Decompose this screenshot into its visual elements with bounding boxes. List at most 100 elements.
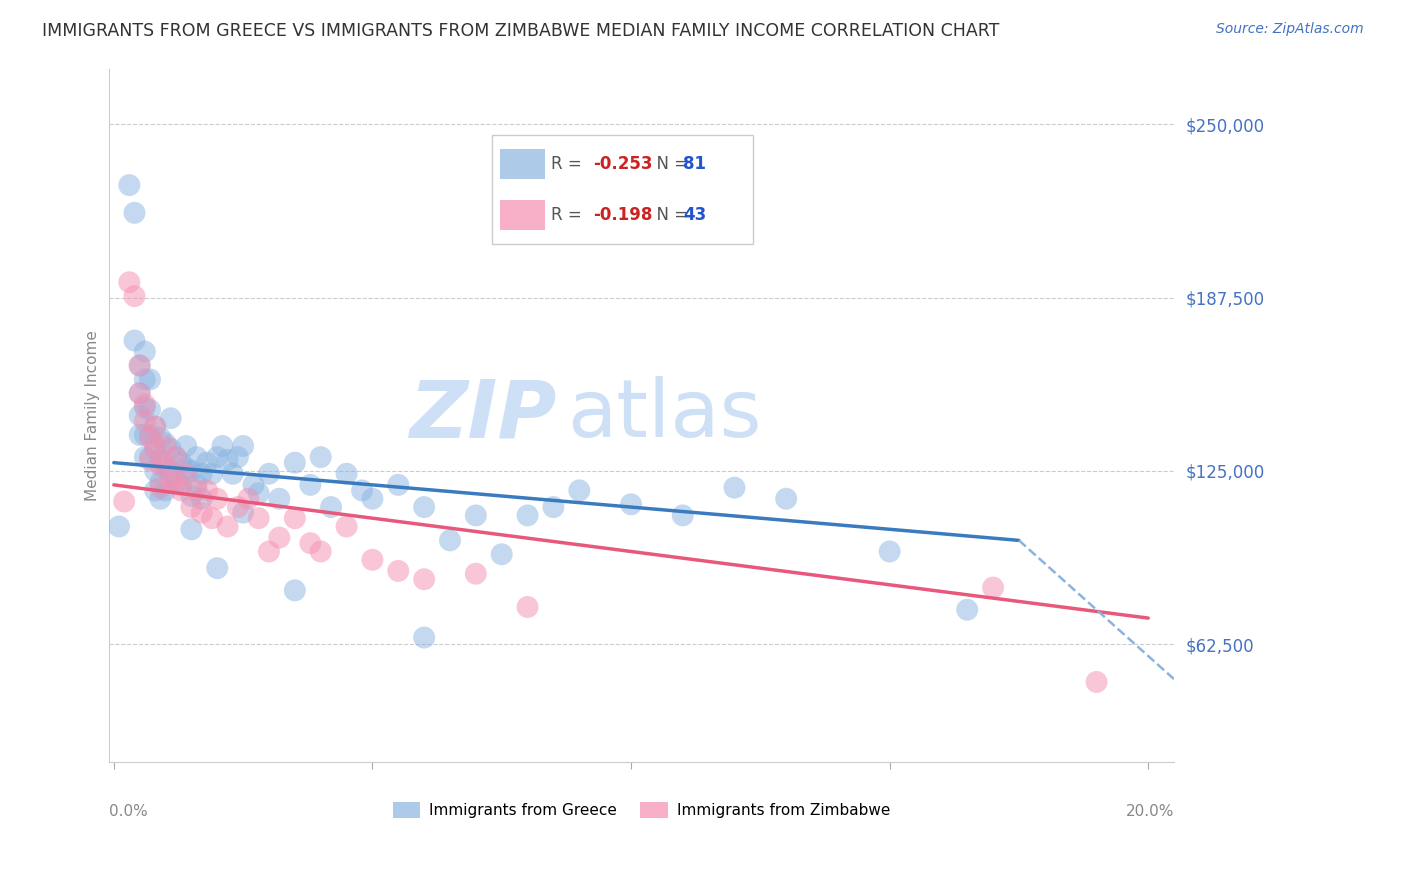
Point	[149, 431, 172, 445]
Point	[118, 178, 141, 193]
Point	[981, 581, 1004, 595]
Text: -0.253: -0.253	[593, 155, 652, 173]
Point	[299, 478, 322, 492]
Point	[180, 522, 202, 536]
Point	[143, 419, 166, 434]
Text: R =: R =	[551, 155, 586, 173]
Point	[247, 511, 270, 525]
Legend: Immigrants from Greece, Immigrants from Zimbabwe: Immigrants from Greece, Immigrants from …	[387, 796, 896, 824]
Point	[257, 467, 280, 481]
Point	[180, 500, 202, 514]
Point	[165, 450, 187, 464]
Point	[143, 439, 166, 453]
Point	[128, 386, 150, 401]
Point	[672, 508, 695, 523]
Point	[128, 428, 150, 442]
Point	[149, 453, 172, 467]
Point	[134, 428, 156, 442]
Point	[149, 491, 172, 506]
Point	[201, 467, 224, 481]
Point	[413, 631, 436, 645]
Point	[186, 483, 208, 498]
Point	[170, 483, 193, 498]
Point	[155, 458, 177, 473]
Point	[309, 450, 332, 464]
Point	[464, 566, 486, 581]
Point	[284, 456, 307, 470]
Point	[165, 450, 187, 464]
Point	[128, 359, 150, 373]
Point	[143, 442, 166, 456]
Point	[139, 431, 162, 445]
Point	[159, 411, 181, 425]
Point	[139, 428, 162, 442]
Point	[159, 464, 181, 478]
Point	[180, 464, 202, 478]
Text: 81: 81	[683, 155, 706, 173]
Point	[352, 483, 374, 498]
Text: 20.0%: 20.0%	[1126, 804, 1174, 819]
Point	[134, 397, 156, 411]
Point	[128, 386, 150, 401]
Point	[134, 450, 156, 464]
Point	[226, 500, 249, 514]
Point	[335, 519, 357, 533]
Point	[170, 478, 193, 492]
Point	[195, 456, 218, 470]
Point	[361, 553, 384, 567]
Point	[516, 508, 538, 523]
Point	[309, 544, 332, 558]
Point	[149, 458, 172, 473]
Point	[128, 359, 150, 373]
Point	[211, 439, 233, 453]
Point	[319, 500, 342, 514]
Point	[155, 436, 177, 450]
Point	[134, 400, 156, 414]
Text: -0.198: -0.198	[593, 206, 652, 224]
Point	[174, 461, 197, 475]
Point	[232, 439, 254, 453]
Point	[118, 275, 141, 289]
Point	[155, 439, 177, 453]
Point	[186, 450, 208, 464]
Point	[124, 334, 146, 348]
Point	[195, 483, 218, 498]
Point	[134, 372, 156, 386]
Point	[723, 481, 745, 495]
Point	[568, 483, 591, 498]
Point	[242, 478, 264, 492]
Point	[159, 475, 181, 489]
Point	[139, 372, 162, 386]
Point	[269, 531, 291, 545]
Point	[155, 461, 177, 475]
Point	[269, 491, 291, 506]
Point	[112, 494, 135, 508]
Point	[543, 500, 565, 514]
Point	[186, 478, 208, 492]
Point	[149, 475, 172, 489]
Text: R =: R =	[551, 206, 586, 224]
Point	[159, 442, 181, 456]
Point	[149, 481, 172, 495]
Point	[257, 544, 280, 558]
Point	[170, 456, 193, 470]
Text: N =: N =	[647, 155, 693, 173]
Point	[217, 453, 239, 467]
Text: 0.0%: 0.0%	[108, 804, 148, 819]
Point	[335, 467, 357, 481]
Point	[413, 500, 436, 514]
Point	[491, 547, 513, 561]
Point	[134, 344, 156, 359]
Point	[439, 533, 461, 548]
Point	[128, 409, 150, 423]
Point	[238, 491, 260, 506]
Point	[139, 453, 162, 467]
Point	[124, 206, 146, 220]
Point	[956, 603, 979, 617]
Point	[413, 572, 436, 586]
Point	[387, 564, 409, 578]
Point	[139, 450, 162, 464]
Point	[284, 583, 307, 598]
Point	[516, 599, 538, 614]
Text: Source: ZipAtlas.com: Source: ZipAtlas.com	[1216, 22, 1364, 37]
